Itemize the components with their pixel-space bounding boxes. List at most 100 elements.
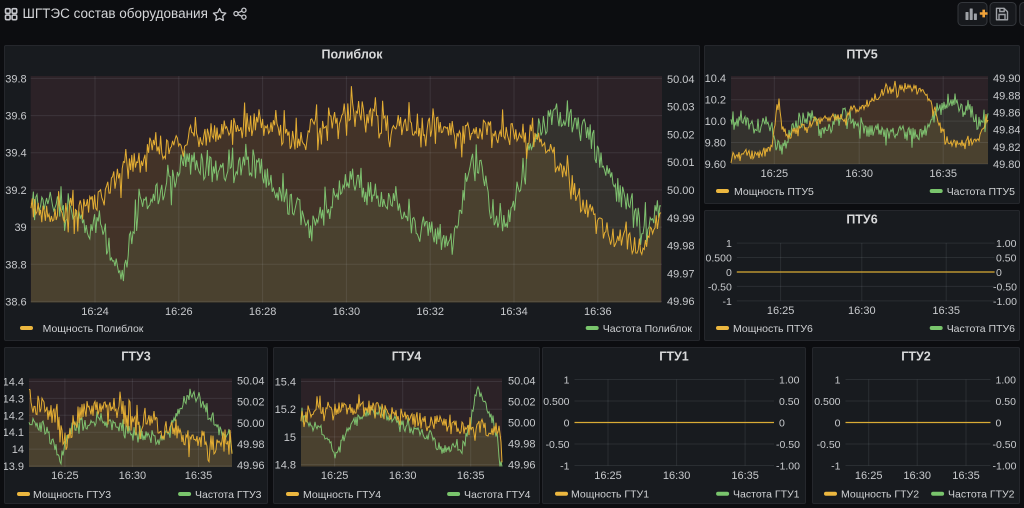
svg-text:16:34: 16:34 <box>500 306 528 318</box>
svg-text:50.00: 50.00 <box>667 185 695 197</box>
svg-text:0: 0 <box>726 267 732 279</box>
svg-text:16:25: 16:25 <box>761 168 789 180</box>
svg-text:39.6: 39.6 <box>5 111 26 123</box>
svg-text:16:30: 16:30 <box>119 470 147 482</box>
svg-text:49.96: 49.96 <box>667 296 695 308</box>
svg-text:0.50: 0.50 <box>996 253 1017 265</box>
svg-text:Частота ГТУ3: Частота ГТУ3 <box>195 489 262 501</box>
svg-text:0: 0 <box>564 418 570 430</box>
svg-text:16:30: 16:30 <box>333 306 361 318</box>
svg-text:16:32: 16:32 <box>416 306 444 318</box>
svg-text:1: 1 <box>835 375 841 387</box>
svg-text:16:36: 16:36 <box>584 306 612 318</box>
svg-text:16:25: 16:25 <box>51 470 79 482</box>
svg-text:39.2: 39.2 <box>5 185 26 197</box>
svg-text:16:24: 16:24 <box>81 306 109 318</box>
svg-text:Частота Полиблок: Частота Полиблок <box>603 323 693 335</box>
svg-text:16:35: 16:35 <box>932 305 960 317</box>
svg-text:0.500: 0.500 <box>543 396 569 408</box>
svg-text:-1.00: -1.00 <box>993 296 1017 308</box>
svg-text:Мощность ГТУ4: Мощность ГТУ4 <box>303 489 381 501</box>
svg-text:Мощность Полиблок: Мощность Полиблок <box>43 323 144 335</box>
svg-text:0.50: 0.50 <box>779 396 800 408</box>
svg-text:0.50: 0.50 <box>996 396 1017 408</box>
svg-text:-0.50: -0.50 <box>817 439 841 451</box>
svg-text:50.02: 50.02 <box>667 129 695 141</box>
svg-text:39: 39 <box>14 222 26 234</box>
svg-text:-0.50: -0.50 <box>708 281 732 293</box>
svg-text:16:35: 16:35 <box>457 470 485 482</box>
svg-text:9.80: 9.80 <box>705 138 726 150</box>
svg-text:49.82: 49.82 <box>993 142 1020 154</box>
svg-text:38.6: 38.6 <box>5 296 26 308</box>
svg-text:-1: -1 <box>722 296 731 308</box>
svg-text:16:35: 16:35 <box>929 168 957 180</box>
svg-text:49.98: 49.98 <box>237 439 265 451</box>
svg-text:14.3: 14.3 <box>4 393 24 405</box>
svg-text:0.500: 0.500 <box>814 396 840 408</box>
svg-text:50.01: 50.01 <box>667 157 695 169</box>
svg-text:50.04: 50.04 <box>237 375 265 387</box>
svg-text:0.500: 0.500 <box>706 253 732 265</box>
svg-text:Частота ПТУ6: Частота ПТУ6 <box>947 323 1015 335</box>
svg-text:49.84: 49.84 <box>993 125 1020 137</box>
svg-text:1.00: 1.00 <box>996 238 1017 250</box>
svg-text:Мощность ГТУ1: Мощность ГТУ1 <box>571 489 649 501</box>
svg-text:14.2: 14.2 <box>4 410 24 422</box>
svg-text:16:35: 16:35 <box>185 470 213 482</box>
svg-text:1: 1 <box>726 238 732 250</box>
svg-text:15.4: 15.4 <box>275 377 296 389</box>
svg-text:ГТУ1: ГТУ1 <box>659 350 688 364</box>
svg-text:1.00: 1.00 <box>996 375 1017 387</box>
svg-text:50.02: 50.02 <box>508 397 536 409</box>
svg-text:0: 0 <box>996 418 1002 430</box>
svg-text:39.8: 39.8 <box>5 73 26 85</box>
svg-text:16:25: 16:25 <box>767 305 795 317</box>
svg-text:Частота ГТУ1: Частота ГТУ1 <box>733 489 800 501</box>
svg-text:16:35: 16:35 <box>731 470 759 482</box>
svg-text:ПТУ5: ПТУ5 <box>846 48 877 62</box>
svg-text:-0.50: -0.50 <box>993 439 1017 451</box>
svg-text:-1: -1 <box>831 461 840 473</box>
svg-text:Мощность ПТУ5: Мощность ПТУ5 <box>734 186 814 198</box>
svg-text:49.88: 49.88 <box>993 90 1020 102</box>
svg-text:49.80: 49.80 <box>993 159 1020 171</box>
svg-text:16:30: 16:30 <box>848 305 876 317</box>
svg-text:16:28: 16:28 <box>249 306 277 318</box>
svg-text:49.97: 49.97 <box>667 268 695 280</box>
svg-text:50.03: 50.03 <box>667 102 695 114</box>
svg-text:ГТУ3: ГТУ3 <box>121 350 150 364</box>
svg-text:49.96: 49.96 <box>508 460 536 472</box>
svg-text:15: 15 <box>284 432 296 444</box>
svg-text:Мощность ГТУ3: Мощность ГТУ3 <box>33 489 111 501</box>
svg-text:16:25: 16:25 <box>321 470 349 482</box>
svg-text:1.00: 1.00 <box>779 375 800 387</box>
svg-text:16:30: 16:30 <box>389 470 417 482</box>
svg-text:49.90: 49.90 <box>993 73 1020 85</box>
svg-text:0: 0 <box>779 418 785 430</box>
svg-text:ШГТЭС состав оборудования: ШГТЭС состав оборудования <box>23 6 208 21</box>
svg-text:13.9: 13.9 <box>4 461 24 473</box>
svg-text:10.0: 10.0 <box>705 116 726 128</box>
svg-text:14: 14 <box>12 444 24 456</box>
svg-text:Полиблок: Полиблок <box>321 48 383 62</box>
svg-text:16:30: 16:30 <box>663 470 691 482</box>
svg-text:49.98: 49.98 <box>667 241 695 253</box>
svg-text:9.60: 9.60 <box>705 159 726 171</box>
svg-text:38.8: 38.8 <box>5 259 26 271</box>
svg-text:-1.00: -1.00 <box>993 461 1017 473</box>
svg-text:Частота ГТУ4: Частота ГТУ4 <box>464 489 531 501</box>
svg-text:14.1: 14.1 <box>4 427 24 439</box>
svg-text:-0.50: -0.50 <box>993 281 1017 293</box>
svg-text:10.2: 10.2 <box>705 95 726 107</box>
svg-text:49.86: 49.86 <box>993 108 1020 120</box>
svg-text:50.02: 50.02 <box>237 397 265 409</box>
svg-text:Мощность ПТУ6: Мощность ПТУ6 <box>733 323 813 335</box>
svg-text:16:30: 16:30 <box>845 168 873 180</box>
svg-text:16:25: 16:25 <box>855 470 883 482</box>
svg-text:10.4: 10.4 <box>705 73 726 85</box>
svg-text:Мощность ГТУ2: Мощность ГТУ2 <box>841 489 919 501</box>
svg-text:0: 0 <box>835 418 841 430</box>
svg-text:50.04: 50.04 <box>667 74 695 86</box>
svg-text:39.4: 39.4 <box>5 148 26 160</box>
